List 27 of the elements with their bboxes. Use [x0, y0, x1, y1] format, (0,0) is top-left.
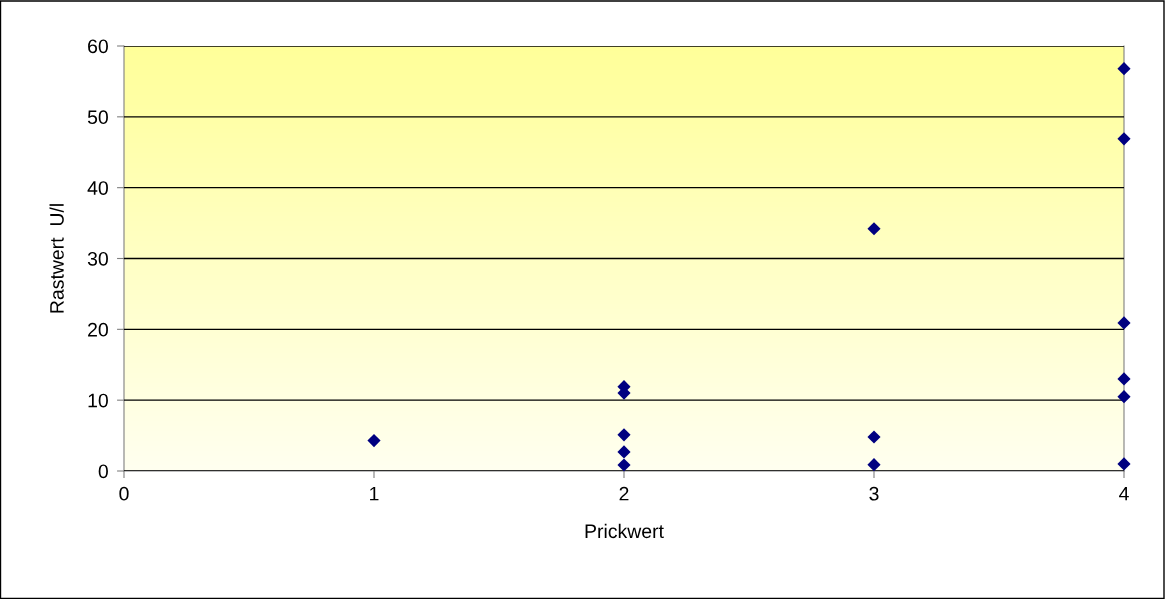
x-axis-title: Prickwert: [585, 523, 664, 539]
point: [1117, 316, 1131, 330]
y-tick-label: 20: [88, 322, 108, 337]
point: [617, 445, 631, 459]
y-tick-label: 10: [88, 393, 108, 408]
point: [367, 433, 381, 448]
y-tick-label: 0: [98, 464, 108, 479]
point: [867, 222, 881, 236]
point: [1117, 457, 1131, 471]
point: [1117, 62, 1131, 76]
point: [617, 428, 631, 442]
x-tick-label: 2: [619, 486, 629, 501]
point: [867, 458, 881, 472]
point: [1117, 372, 1131, 386]
x-tick-label: 4: [1119, 486, 1129, 501]
y-tick-label: 30: [87, 251, 108, 266]
y-axis-title: Rastwert U/l: [49, 204, 64, 313]
x-tick-label: 1: [370, 486, 379, 501]
point: [617, 458, 631, 472]
point: [1117, 390, 1131, 404]
point: [867, 430, 881, 444]
point: [1117, 132, 1131, 146]
y-tick-label: 40: [87, 181, 108, 195]
x-tick-label: 0: [119, 486, 129, 501]
x-tick-label: 3: [869, 486, 879, 501]
y-tick-label: 50: [87, 110, 108, 125]
y-tick-label: 60: [88, 39, 108, 54]
